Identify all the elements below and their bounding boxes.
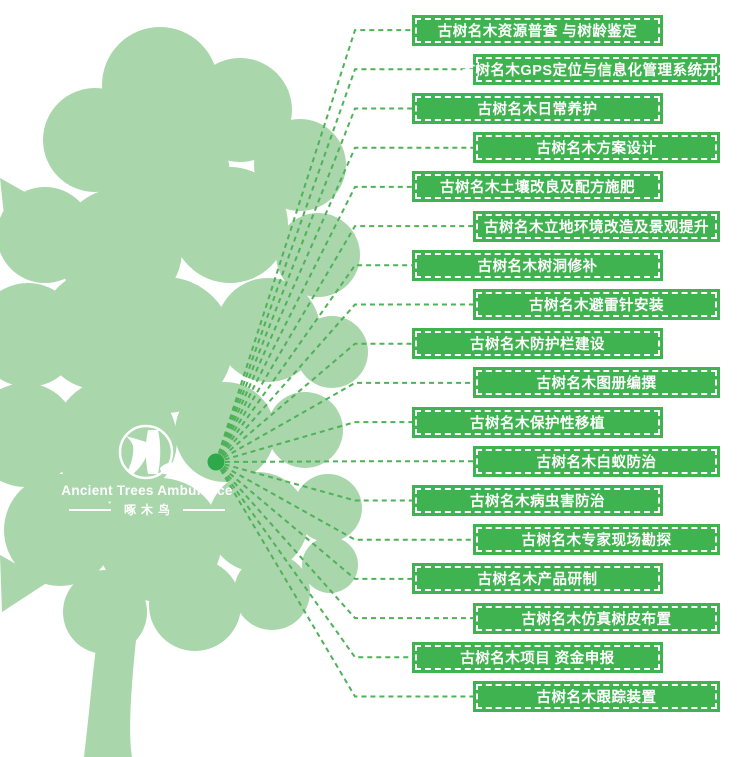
service-label-text: 古树名木方案设计: [536, 141, 657, 158]
service-label: 古树名木土壤改良及配方施肥: [412, 171, 663, 203]
service-label: 古树名木白蚁防治: [473, 445, 720, 477]
service-label: 古树名木立地环境改造及景观提升: [473, 210, 720, 242]
connector-line: [215, 185, 415, 463]
connector-line: [215, 460, 476, 463]
connector-lines: [215, 29, 476, 698]
connector-line: [215, 461, 415, 659]
service-label: 古树名木避雷针安装: [473, 289, 720, 320]
service-label: 古树名木树洞修补: [412, 249, 663, 281]
service-label: 古树名木跟踪装置: [473, 681, 720, 712]
hub-dot: [207, 453, 225, 471]
connector-line: [215, 461, 415, 580]
service-label-text: 古树名木日常养护: [477, 102, 598, 118]
woodpecker-icon: [126, 436, 149, 475]
connector-line: [215, 29, 415, 463]
connector-line: [215, 225, 476, 463]
tree-silhouette: [0, 27, 368, 757]
service-label: 古树名木产品研制: [412, 563, 663, 595]
leaf-icon: [160, 462, 179, 475]
service-label-text: 古树名木树洞修补: [477, 258, 598, 275]
service-label-text: 古树名木保护性移植: [470, 415, 605, 432]
service-label: 古树名木项目 资金申报: [412, 641, 663, 673]
connector-line: [215, 461, 476, 620]
service-label-text: 古树名木避雷针安装: [529, 298, 664, 314]
connector-line: [215, 146, 476, 463]
service-label-text: 古树名木专家现场勘探: [521, 533, 672, 550]
trunk-icon: [145, 430, 161, 474]
service-label-text: 古树名木仿真树皮布置: [521, 611, 672, 628]
service-label: 古树名木资源普查 与树龄鉴定: [412, 14, 663, 46]
connector-line: [215, 461, 476, 698]
connector-line: [215, 461, 415, 502]
logo-subtitle: 啄木鸟: [123, 503, 175, 517]
service-label: 古树名木GPS定位与信息化管理系统开发: [460, 53, 732, 85]
service-label-text: 古树名木资源普查 与树龄鉴定: [437, 23, 638, 40]
service-label-text: 古树名木GPS定位与信息化管理系统开发: [460, 62, 733, 79]
connector-line: [215, 303, 476, 463]
service-label-text: 古树名木立地环境改造及景观提升: [484, 219, 709, 236]
service-label-text: 古树名木图册编撰: [536, 376, 657, 393]
service-label: 古树名木图册编撰: [473, 367, 720, 399]
service-label: 古树名木保护性移植: [412, 406, 663, 438]
tree-trunk: [84, 566, 148, 757]
logo-title: Ancient Trees Ambulance: [61, 483, 233, 498]
right-rule-line: [183, 508, 225, 511]
connector-line: [215, 421, 415, 463]
service-label-text: 古树名木病虫害防治: [470, 494, 605, 510]
connector-line: [215, 342, 415, 463]
service-label: 古树名木防护栏建设: [412, 328, 663, 360]
connector-line: [215, 68, 476, 463]
service-label-text: 古树名木产品研制: [477, 572, 598, 589]
service-label-text: 古树名木土壤改良及配方施肥: [440, 180, 635, 197]
service-label: 古树名木方案设计: [473, 132, 720, 164]
service-label: 古树名木专家现场勘探: [473, 524, 720, 556]
logo-subtitle-row: 啄木鸟: [27, 501, 267, 518]
connector-line: [215, 264, 415, 463]
logo-wordmark: Ancient Trees Ambulance 啄木鸟: [27, 483, 267, 518]
service-label: 古树名木日常养护: [412, 93, 663, 124]
service-label: 古树名木仿真树皮布置: [473, 602, 720, 634]
service-label-text: 古树名木项目 资金申报: [460, 650, 615, 667]
service-label: 古树名木病虫害防治: [412, 485, 663, 516]
connector-line: [215, 107, 415, 463]
service-label-text: 古树名木防护栏建设: [470, 337, 605, 354]
logo-circle: [118, 424, 174, 480]
left-rule-line: [68, 508, 111, 511]
service-label-text: 古树名木跟踪装置: [536, 690, 657, 706]
service-label-text: 古树名木白蚁防治: [536, 454, 657, 471]
ambulance-logo-emblem: [118, 424, 179, 480]
